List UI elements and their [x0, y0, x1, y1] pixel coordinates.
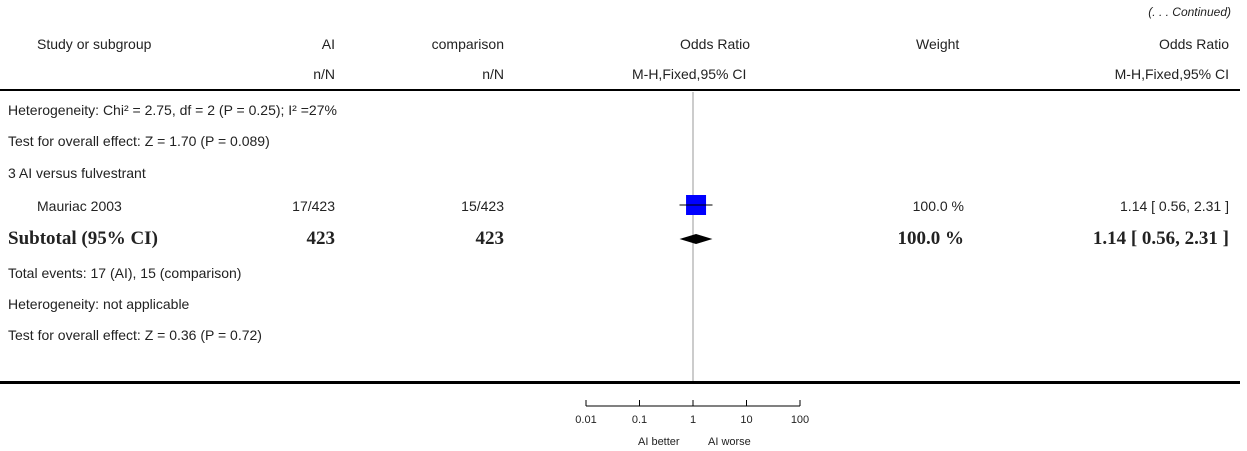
sub-comparison-header: n/N [482, 66, 504, 82]
subtotal-weight: 100.0 % [897, 228, 965, 249]
x-axis-tick-label: 100 [790, 414, 810, 426]
study-or-text: 1.14 [ 0.56, 2.31 ] [1120, 198, 1229, 214]
col-comparison-header: comparison [431, 36, 504, 52]
axis-left-label: AI better [638, 436, 680, 448]
x-axis-tick-label: 0.01 [575, 414, 597, 426]
x-axis-tick-label: 10 [740, 414, 753, 426]
x-axis-tick-label: 1 [689, 414, 697, 426]
header-divider [0, 89, 1240, 91]
sub-or-header: M-H,Fixed,95% CI [632, 66, 747, 82]
subtotal-label: Subtotal (95% CI) [8, 228, 158, 249]
overall-effect-previous: Test for overall effect: Z = 1.70 (P = 0… [8, 133, 270, 149]
subtotal-comparison: 423 [475, 228, 505, 249]
col-study-header: Study or subgroup [37, 36, 152, 52]
subtotal-diamond [679, 234, 713, 244]
x-axis-tick-label: 0.1 [631, 414, 648, 426]
subtotal-or-text: 1.14 [ 0.56, 2.31 ] [1092, 228, 1229, 249]
overall-effect: Test for overall effect: Z = 0.36 (P = 0… [8, 327, 262, 343]
subgroup-title: 3 AI versus fulvestrant [8, 165, 146, 181]
study-ai-events: 17/423 [292, 198, 335, 214]
study-name: Mauriac 2003 [37, 198, 122, 214]
heterogeneity-previous: Heterogeneity: Chi² = 2.75, df = 2 (P = … [8, 102, 337, 118]
col-or-right-header: Odds Ratio [1158, 36, 1229, 52]
axis-right-label: AI worse [708, 436, 751, 448]
sub-ai-header: n/N [313, 66, 335, 82]
table-bottom-divider [0, 381, 1240, 384]
col-or-header: Odds Ratio [680, 36, 751, 52]
col-weight-header: Weight [916, 36, 960, 52]
total-events: Total events: 17 (AI), 15 (comparison) [8, 265, 242, 281]
subtotal-ai: 423 [306, 228, 336, 249]
sub-or-right-header: M-H,Fixed,95% CI [1114, 66, 1229, 82]
continued-note: (. . . Continued) [1148, 5, 1231, 19]
study-weight: 100.0 % [912, 198, 964, 214]
heterogeneity: Heterogeneity: not applicable [8, 296, 190, 312]
study-comparison-events: 15/423 [461, 198, 504, 214]
col-ai-header: AI [321, 36, 335, 52]
